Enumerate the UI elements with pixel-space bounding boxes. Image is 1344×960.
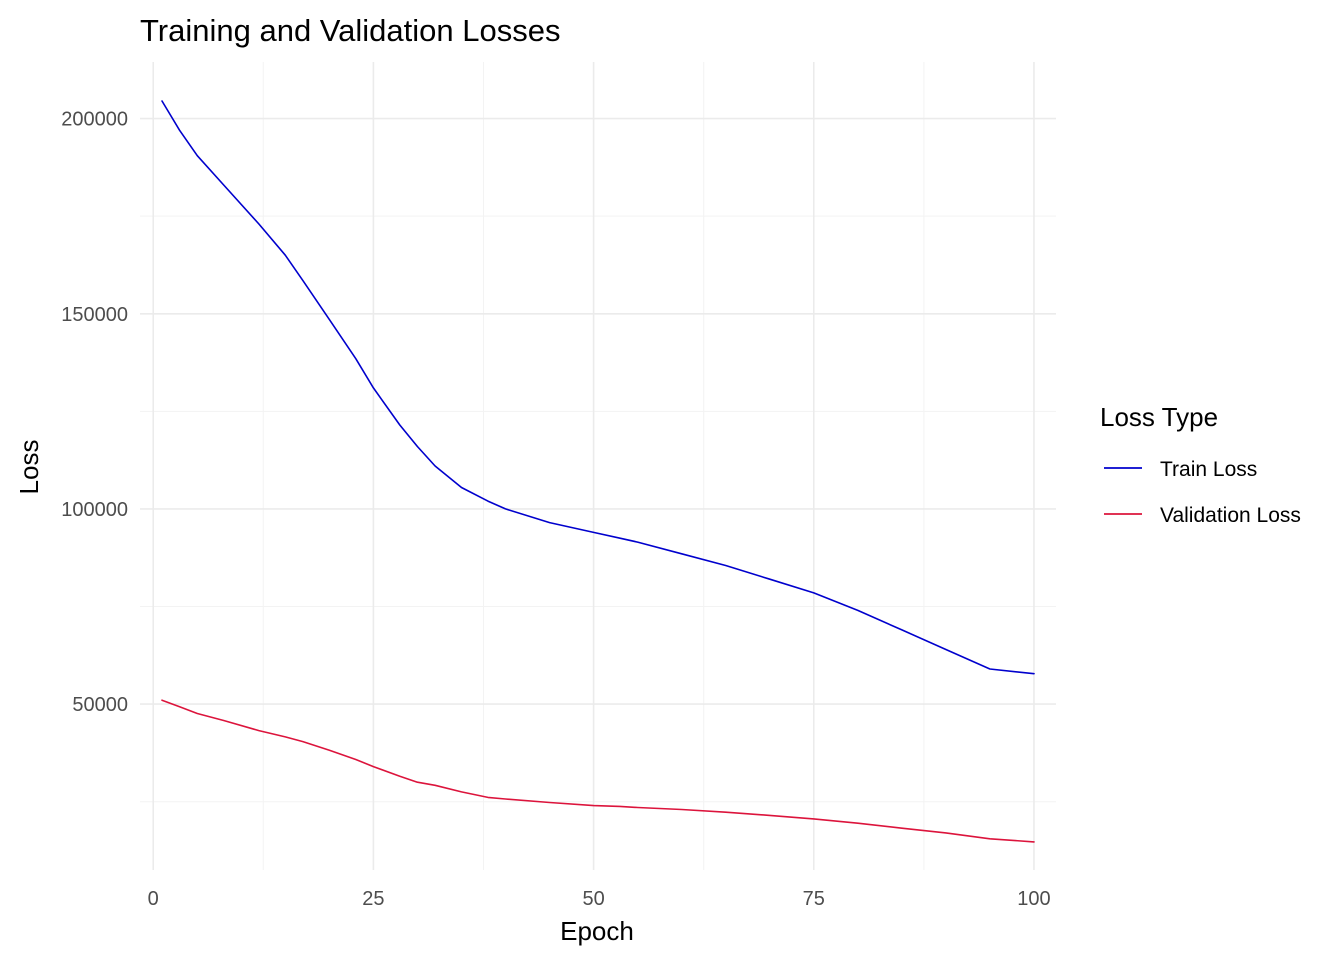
chart-title: Training and Validation Losses	[140, 13, 560, 48]
y-tick-label: 200000	[61, 109, 128, 131]
legend-label: Train Loss	[1160, 458, 1257, 481]
series-line-validation-loss	[161, 699, 1035, 843]
x-tick-label: 50	[582, 888, 604, 910]
x-tick-label: 0	[148, 888, 159, 910]
y-tick-label: 100000	[61, 499, 128, 521]
x-tick-label: 25	[362, 888, 384, 910]
plot-grid	[140, 62, 1056, 870]
x-axis-ticks: 0 25 50 75 100	[148, 888, 1051, 910]
x-axis-title: Epoch	[560, 916, 634, 946]
legend-title: Loss Type	[1100, 402, 1218, 432]
series-line-train-loss	[161, 100, 1035, 675]
y-axis-title: Loss	[14, 440, 44, 495]
y-axis-ticks: 50000 100000 150000 200000	[61, 109, 128, 717]
y-tick-label: 50000	[72, 694, 128, 716]
x-tick-label: 100	[1017, 888, 1050, 910]
series-lines	[161, 100, 1035, 843]
legend-label: Validation Loss	[1160, 504, 1301, 527]
legend: Loss Type Train Loss Validation Loss	[1100, 402, 1301, 527]
x-tick-label: 75	[803, 888, 825, 910]
y-tick-label: 150000	[61, 304, 128, 326]
